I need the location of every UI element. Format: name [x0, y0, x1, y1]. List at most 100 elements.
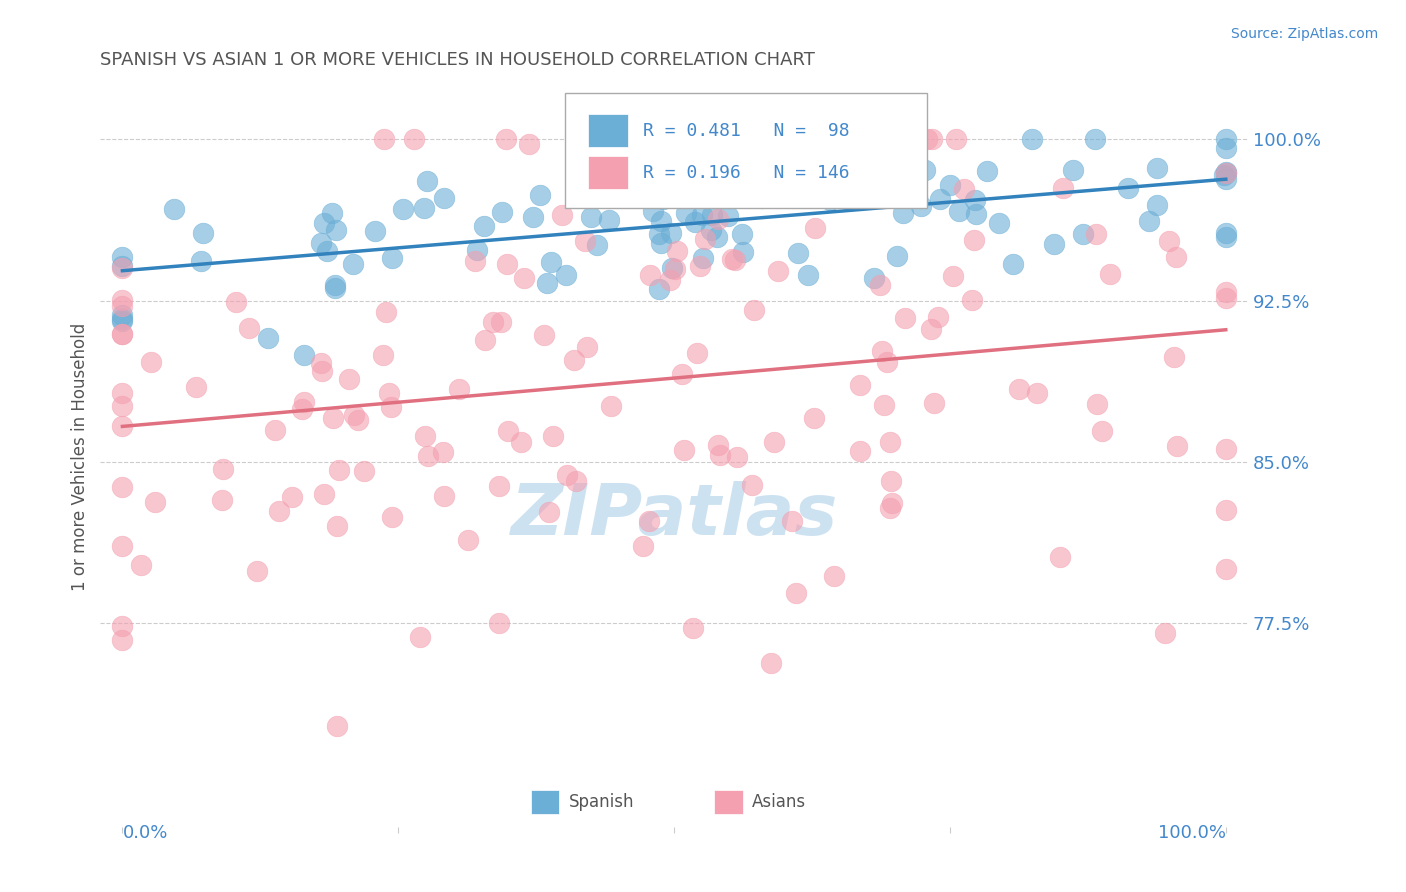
Point — [579, 167, 602, 181]
Point — [1215, 562, 1237, 576]
Point — [1137, 214, 1160, 228]
Point — [325, 223, 347, 237]
Point — [700, 208, 723, 222]
Point — [870, 178, 893, 192]
Point — [342, 257, 364, 271]
Point — [1215, 442, 1237, 457]
Point — [1215, 291, 1237, 305]
Point — [717, 210, 740, 224]
Point — [554, 268, 576, 283]
Point — [325, 518, 347, 533]
Point — [952, 182, 974, 196]
Point — [371, 348, 394, 362]
Point — [869, 278, 891, 293]
Point — [343, 408, 366, 422]
Point — [731, 227, 754, 242]
Point — [489, 315, 512, 329]
Point — [474, 333, 496, 347]
Point — [381, 509, 404, 524]
Point — [839, 153, 862, 167]
Point — [163, 202, 186, 216]
Point — [409, 630, 432, 644]
Point — [700, 222, 723, 236]
Point — [641, 203, 664, 218]
Point — [1146, 161, 1168, 175]
Point — [938, 178, 960, 193]
Point — [725, 450, 748, 464]
Point — [768, 132, 790, 146]
Point — [263, 423, 285, 437]
Point — [574, 234, 596, 248]
Point — [291, 401, 314, 416]
Point — [571, 187, 593, 202]
Point — [457, 533, 479, 547]
Point — [763, 435, 786, 450]
Point — [1084, 132, 1107, 146]
Point — [664, 262, 686, 277]
Point — [891, 205, 914, 219]
Point — [880, 475, 903, 489]
Point — [780, 514, 803, 528]
Point — [143, 494, 166, 508]
Point — [562, 352, 585, 367]
Point — [533, 327, 555, 342]
Point — [540, 255, 562, 269]
Point — [1071, 227, 1094, 242]
Point — [659, 273, 682, 287]
Point — [650, 214, 672, 228]
Point — [238, 321, 260, 335]
Point — [759, 656, 782, 670]
Point — [495, 132, 517, 146]
Point — [976, 164, 998, 178]
Point — [988, 216, 1011, 230]
Point — [709, 448, 731, 462]
Point — [879, 434, 901, 449]
Point — [849, 444, 872, 458]
Point — [211, 493, 233, 508]
Point — [1154, 625, 1177, 640]
Point — [893, 311, 915, 326]
Point — [807, 132, 830, 146]
Point — [111, 312, 134, 326]
Point — [751, 191, 773, 205]
Point — [905, 190, 928, 204]
Point — [432, 444, 454, 458]
Point — [689, 259, 711, 273]
Point — [111, 259, 134, 273]
Point — [1085, 397, 1108, 411]
Point — [111, 399, 134, 413]
Point — [353, 464, 375, 478]
Point — [496, 257, 519, 271]
Point — [873, 398, 896, 412]
Point — [665, 244, 688, 258]
Point — [965, 207, 987, 221]
Point — [281, 490, 304, 504]
Point — [1215, 165, 1237, 179]
Point — [766, 264, 789, 278]
Point — [803, 410, 825, 425]
Point — [1002, 257, 1025, 271]
Point — [522, 210, 544, 224]
Point — [1215, 166, 1237, 180]
Point — [517, 136, 540, 151]
Point — [1008, 382, 1031, 396]
Point — [1215, 227, 1237, 241]
Point — [111, 633, 134, 648]
Point — [688, 185, 710, 199]
Point — [927, 310, 949, 325]
Point — [707, 211, 730, 226]
Point — [510, 435, 533, 450]
Point — [488, 479, 510, 493]
Point — [292, 394, 315, 409]
Point — [581, 210, 603, 224]
Text: Spanish: Spanish — [568, 793, 634, 811]
Point — [688, 159, 710, 173]
Text: ZIPatlas: ZIPatlas — [510, 482, 838, 550]
Point — [413, 201, 436, 215]
Point — [292, 348, 315, 362]
Point — [1116, 180, 1139, 194]
Point — [447, 383, 470, 397]
Point — [472, 219, 495, 233]
Point — [416, 449, 439, 463]
Point — [672, 443, 695, 458]
